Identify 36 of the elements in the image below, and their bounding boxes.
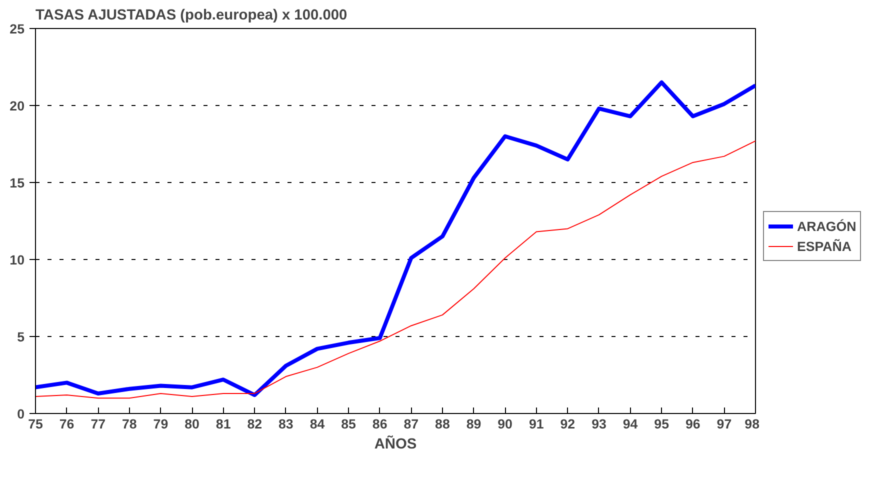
x-tick-label: 79 — [153, 416, 168, 432]
x-tick-label: 80 — [184, 416, 200, 432]
legend-label: ESPAÑA — [797, 238, 852, 254]
x-tick-label: 85 — [341, 416, 357, 432]
line-series — [36, 80, 756, 398]
x-tick-label: 88 — [435, 416, 450, 432]
x-tick-label: 78 — [122, 416, 137, 432]
y-tick-label: 10 — [10, 252, 25, 268]
x-tick-label: 98 — [744, 416, 760, 432]
x-tick-label: 93 — [592, 416, 606, 432]
chart-title: TASAS AJUSTADAS (pob.europea) x 100.000 — [36, 8, 348, 24]
x-tick-label: 75 — [28, 416, 44, 432]
x-tick-label: 91 — [528, 416, 544, 432]
y-tick-label: 0 — [17, 406, 25, 422]
x-tick-label: 86 — [372, 416, 388, 432]
x-tick-label: 84 — [310, 416, 326, 432]
x-tick-label: 96 — [685, 416, 700, 432]
y-tick-label: 20 — [10, 98, 25, 114]
x-tick-label: 76 — [59, 416, 74, 432]
line-series — [36, 140, 756, 399]
x-tick-label: 95 — [654, 416, 670, 432]
y-tick-label: 25 — [10, 22, 26, 36]
x-tick-label: 92 — [560, 416, 576, 432]
x-axis-title: AÑOS — [374, 434, 417, 452]
x-tick-label: 89 — [466, 416, 482, 432]
x-tick-label: 83 — [278, 416, 294, 432]
x-tick-label: 82 — [247, 416, 262, 432]
x-tick-label: 94 — [622, 416, 638, 432]
y-tick-label: 15 — [10, 176, 26, 190]
x-tick-label: 81 — [216, 416, 232, 432]
legend-label: ARAGÓN — [797, 218, 856, 234]
x-tick-label: 97 — [716, 416, 732, 432]
x-tick-label: 87 — [404, 416, 419, 432]
y-tick-label: 5 — [17, 330, 26, 344]
x-tick-label: 77 — [90, 416, 106, 432]
x-tick-label: 90 — [498, 416, 512, 432]
